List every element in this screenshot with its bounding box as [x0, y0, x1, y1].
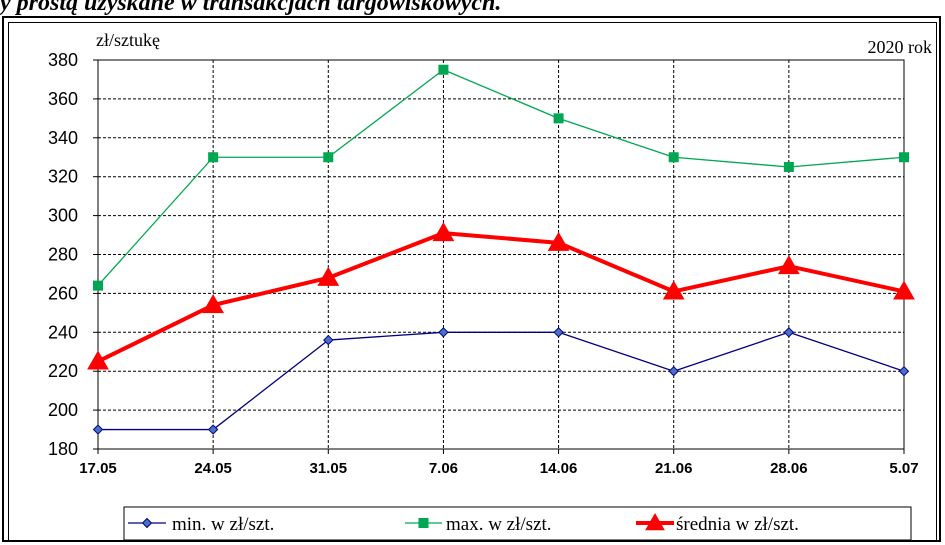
figure-caption: y prostą uzyskane w transakcjach targowi… — [0, 0, 502, 16]
series-1 — [92, 327, 910, 435]
data-point — [323, 152, 334, 163]
x-tick-label: 7.06 — [429, 460, 458, 477]
x-tick-label: 17.05 — [79, 460, 117, 477]
data-point — [783, 327, 795, 338]
y-tick-label: 280 — [48, 245, 78, 265]
data-point — [432, 222, 455, 242]
data-point — [317, 266, 340, 286]
x-tick-label: 24.05 — [194, 460, 232, 477]
data-point — [208, 152, 219, 163]
data-point — [898, 365, 910, 377]
chart-frame-inner — [8, 22, 937, 542]
y-tick-label: 360 — [48, 89, 78, 109]
series-3 — [87, 222, 915, 370]
data-point — [92, 424, 104, 435]
data-point — [668, 365, 679, 377]
data-point — [438, 64, 449, 75]
data-point — [438, 327, 449, 338]
legend-label: min. w zł/szt. — [172, 514, 274, 535]
data-point — [547, 231, 570, 251]
y-axis-unit-label: zł/sztukę — [96, 30, 160, 50]
data-point — [202, 294, 225, 314]
series-layer — [87, 64, 915, 435]
y-tick-label: 240 — [48, 322, 78, 342]
x-tick-label: 14.06 — [540, 460, 578, 477]
series-line — [97, 231, 905, 364]
data-point — [777, 255, 800, 275]
legend-marker — [645, 512, 665, 531]
data-point — [323, 334, 334, 346]
data-point — [662, 280, 685, 300]
x-tick-label: 28.06 — [770, 460, 808, 477]
y-tick-label: 180 — [48, 439, 78, 459]
y-tick-label: 260 — [48, 283, 78, 303]
y-tick-label: 220 — [48, 361, 78, 381]
legend-label: max. w zł/szt. — [446, 514, 552, 535]
data-point — [668, 152, 679, 163]
year-label: 2020 rok — [868, 37, 933, 57]
series-2 — [93, 64, 909, 291]
data-point — [93, 280, 103, 291]
y-tick-label: 200 — [48, 400, 78, 420]
legend: min. w zł/szt. max. w zł/szt. średnia w zł… — [123, 506, 912, 541]
x-tick-label: 21.06 — [655, 460, 693, 477]
legend-item: max. w zł/szt. — [405, 514, 552, 535]
legend-item: min. w zł/szt. — [128, 514, 274, 535]
grid-layer — [98, 60, 904, 449]
legend-marker — [141, 517, 153, 529]
data-point — [899, 152, 909, 163]
x-tick-label: 31.05 — [310, 460, 348, 477]
legend-marker — [418, 518, 429, 528]
data-point — [553, 113, 564, 124]
data-point — [783, 161, 794, 172]
y-tick-label: 300 — [48, 206, 78, 226]
legend-item: średnia w zł/szt. — [636, 512, 799, 535]
y-tick-labels: 180 200 220 240 260 280 300 320 340 360 380 — [48, 50, 98, 459]
y-tick-label: 320 — [48, 167, 78, 187]
chart-frame-outer — [2, 16, 941, 542]
x-tick-labels: 17.05 24.05 31.05 7.06 14.06 21.06 28.06 5.07 — [79, 449, 919, 477]
series-line — [97, 69, 905, 287]
series-line — [98, 331, 905, 431]
data-point — [87, 350, 109, 370]
legend-box — [123, 506, 912, 541]
x-tick-label: 5.07 — [889, 460, 918, 477]
data-point — [207, 424, 219, 435]
data-point — [893, 280, 915, 300]
data-point — [553, 327, 564, 338]
y-tick-label: 340 — [48, 128, 78, 148]
y-tick-label: 380 — [48, 50, 78, 70]
legend-label: średnia w zł/szt. — [676, 514, 799, 535]
